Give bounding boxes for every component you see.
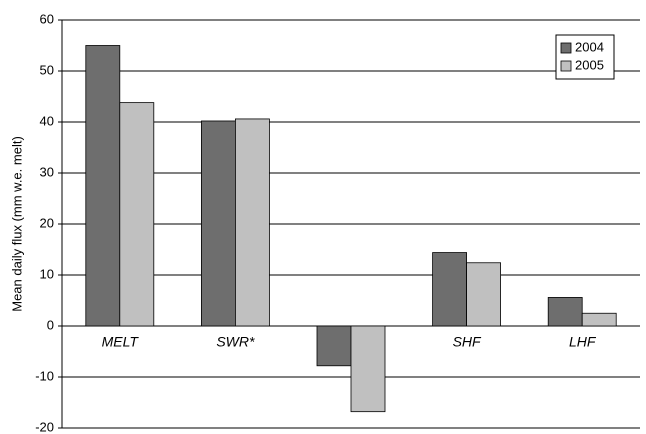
y-tick-label: -20 (35, 419, 54, 434)
y-tick-label: 0 (47, 317, 54, 332)
legend-box (555, 34, 615, 80)
bar (547, 297, 583, 327)
y-tick-label: 20 (40, 215, 54, 230)
y-tick-label: 60 (40, 11, 54, 26)
x-tick-label: SWR* (216, 334, 255, 350)
legend-label: 2004 (575, 39, 604, 54)
bar (85, 45, 121, 327)
bar (350, 325, 386, 413)
legend-swatch (560, 60, 572, 72)
bar (200, 120, 236, 327)
bar (316, 325, 352, 367)
bar (234, 118, 270, 327)
y-tick-label: 10 (40, 266, 54, 281)
x-tick-label: MELT (102, 334, 140, 350)
legend-label: 2005 (575, 57, 604, 72)
bar (432, 252, 468, 327)
bar (119, 102, 155, 327)
bar (581, 312, 617, 327)
y-tick-label: -10 (35, 368, 54, 383)
x-tick-label: LHF (569, 334, 597, 350)
y-axis-label: Mean daily flux (mm w.e. melt) (9, 136, 24, 312)
bar (466, 262, 502, 327)
legend-swatch (560, 42, 572, 54)
y-tick-label: 50 (40, 62, 54, 77)
x-tick-label: SHF (453, 334, 482, 350)
y-tick-label: 30 (40, 164, 54, 179)
y-tick-label: 40 (40, 113, 54, 128)
